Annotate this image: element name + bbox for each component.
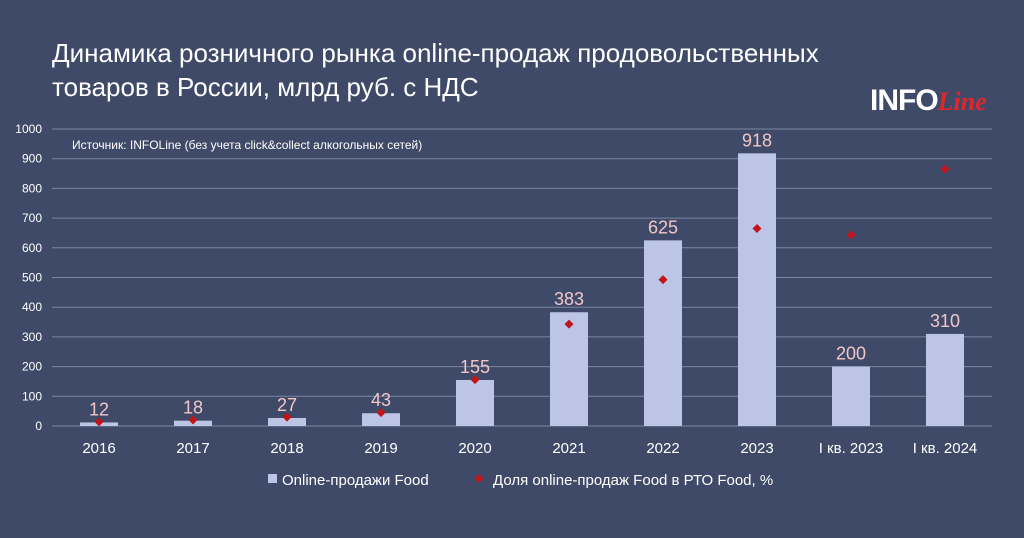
category-label: 2017 [176,440,209,457]
y-tick-label: 500 [22,271,42,285]
category-label: I кв. 2024 [913,440,978,457]
legend-point-swatch [474,474,484,483]
y-tick-label: 0 [35,419,42,433]
category-label: 2018 [270,440,303,457]
infoline-logo: INFOLine [870,84,987,118]
share-point [658,275,668,285]
source-note: Источник: INFOLine (без учета click&coll… [72,138,422,152]
bar [926,333,964,426]
y-tick-label: 800 [22,181,42,195]
y-tick-label: 1000 [15,122,42,136]
share-point [94,417,104,427]
category-label: 2022 [646,440,679,457]
logo-line-text: Line [937,87,987,116]
y-tick-label: 100 [22,389,42,403]
bar [832,366,870,426]
share-point [564,319,574,329]
share-point [470,375,480,385]
y-tick-label: 900 [22,152,42,166]
y-tick-label: 400 [22,300,42,314]
bar [738,153,776,426]
bar-value-label: 43 [371,390,391,410]
bar-value-label: 310 [930,311,960,331]
bar-value-label: 918 [742,130,772,150]
y-tick-label: 700 [22,211,42,225]
bar [644,240,682,426]
labels-layer: 12 2016 18 2017 27 2018 43 2019 155 2020 383 2021 62… [82,130,977,457]
share-point [188,415,198,425]
share-point [376,408,386,418]
y-tick-label: 200 [22,360,42,374]
legend: Online-продажи Food Доля online-продаж F… [268,472,773,489]
bar-value-label: 383 [554,289,584,309]
bar [362,413,400,426]
grid-layer: 0 100 200 300 400 500 600 700 800 900 1000 [15,122,992,433]
chart-title: Динамика розничного рынка online-продаж … [52,38,819,102]
bar [456,379,494,426]
share-point [846,230,856,240]
category-label: I кв. 2023 [819,440,884,457]
share-point [282,412,292,422]
share-point [940,164,950,174]
bar-value-label: 27 [277,395,297,415]
bars-layer [80,153,964,426]
category-label: 2023 [740,440,773,457]
bar-value-label: 18 [183,398,203,418]
legend-bar-label: Online-продажи Food [282,472,429,489]
logo-info-text: INFO [870,84,939,117]
bar-value-label: 12 [89,399,109,419]
share-point [752,223,762,233]
bar-value-label: 200 [836,344,866,364]
legend-bar-swatch [268,474,277,483]
legend-point-label: Доля online-продаж Food в РТО Food, % [493,472,773,489]
bar [268,417,306,426]
category-label: 2019 [364,440,397,457]
y-tick-label: 300 [22,330,42,344]
category-label: 2020 [458,440,491,457]
bar-value-label: 625 [648,217,678,237]
y-tick-label: 600 [22,241,42,255]
category-label: 2016 [82,440,115,457]
bar-value-label: 155 [460,357,490,377]
points-layer [94,164,950,427]
bar [550,312,588,426]
category-label: 2021 [552,440,585,457]
